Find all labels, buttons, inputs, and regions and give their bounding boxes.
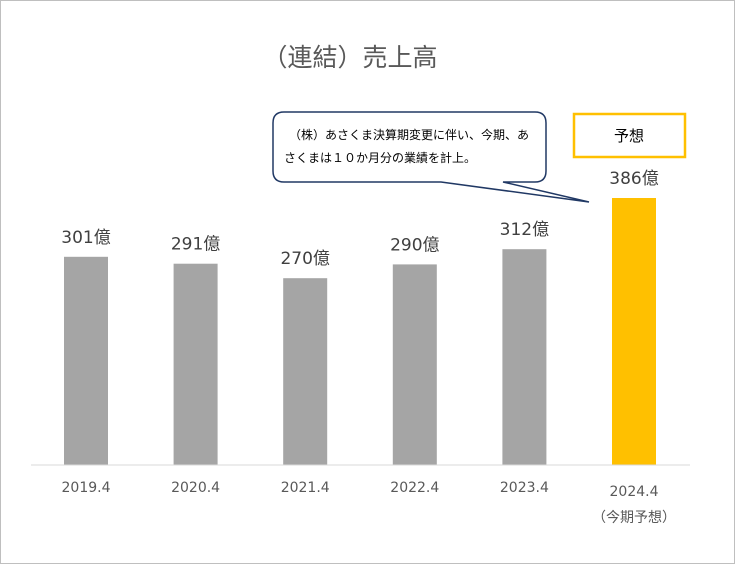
value-label-2023.4: 312億 bbox=[500, 220, 549, 240]
value-label-2024.4: 386億 bbox=[609, 169, 658, 189]
value-label-2020.4: 291億 bbox=[171, 235, 220, 255]
forecast-badge-label: 予想 bbox=[614, 127, 644, 145]
forecast-badge-box bbox=[572, 112, 687, 159]
bar-2024.4 bbox=[612, 198, 656, 465]
bar-2020.4 bbox=[173, 263, 218, 465]
value-label-2019.4: 301億 bbox=[61, 228, 110, 248]
x-tick-2024.4: 2024.4 bbox=[610, 484, 659, 500]
x-tick-sublabel-2024.4: （今期予想） bbox=[592, 510, 676, 526]
callout-line-2: さくまは１０か月分の業績を計上。 bbox=[284, 150, 476, 165]
x-tick-2022.4: 2022.4 bbox=[390, 480, 439, 496]
value-label-2021.4: 270億 bbox=[280, 249, 329, 269]
bar-2022.4 bbox=[392, 264, 437, 465]
bars-group bbox=[64, 198, 656, 465]
bar-2023.4 bbox=[502, 249, 547, 465]
callout-line-1: （株）あさくま決算期変更に伴い、今期、あ bbox=[289, 127, 529, 142]
value-label-2022.4: 290億 bbox=[390, 235, 439, 255]
value-labels-group: 301億 291億 270億 290億 312億 386億 bbox=[61, 169, 658, 269]
bar-2019.4 bbox=[64, 256, 108, 465]
x-tick-2020.4: 2020.4 bbox=[171, 480, 220, 496]
x-tick-2019.4: 2019.4 bbox=[62, 480, 111, 496]
x-tick-labels-group: 2019.4 2020.4 2021.4 2022.4 2023.4 2024.4 （今期予… bbox=[62, 480, 677, 526]
x-tick-2021.4: 2021.4 bbox=[281, 480, 330, 496]
x-tick-2023.4: 2023.4 bbox=[500, 480, 549, 496]
bar-2021.4 bbox=[283, 278, 328, 465]
chart-title: （連結）売上高 bbox=[262, 43, 437, 72]
callout-bubble bbox=[272, 111, 590, 203]
